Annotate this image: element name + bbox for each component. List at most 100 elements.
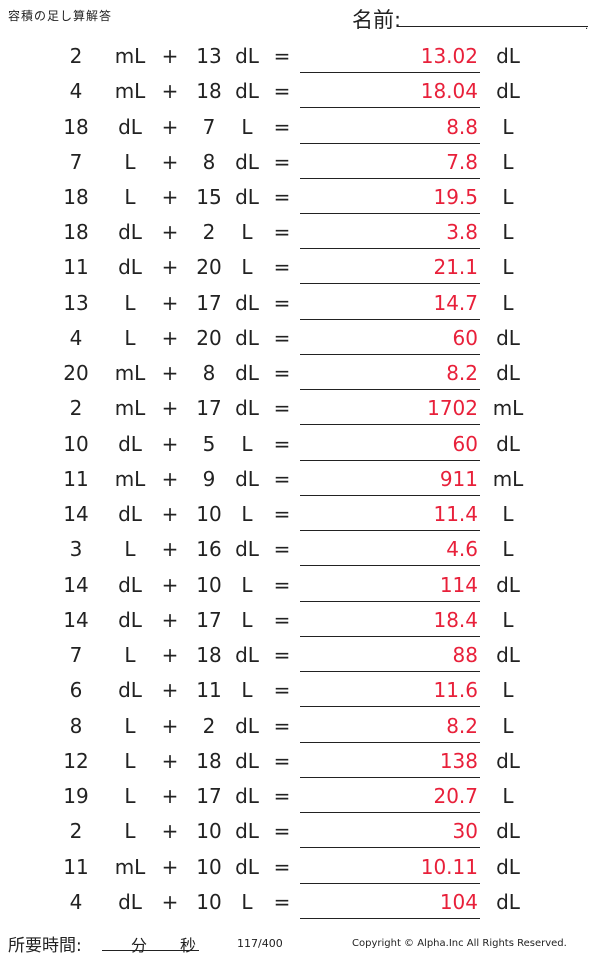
problem-row: 3 L +16 dL = 4.6 L	[0, 532, 600, 567]
time-field-line[interactable]	[102, 950, 199, 951]
answer-underline	[300, 389, 480, 391]
second-unit: dL	[235, 643, 259, 668]
answer-unit: dL	[496, 889, 520, 914]
answer-underline	[300, 917, 480, 919]
plus-sign: +	[161, 185, 179, 209]
first-unit: dL	[118, 502, 142, 527]
answer-underline	[300, 107, 480, 109]
plus-sign: +	[161, 713, 179, 738]
first-unit: L	[124, 185, 136, 209]
second-quantity: 17	[196, 607, 222, 632]
first-quantity: 4	[69, 79, 83, 104]
problem-row: 14 dL +17 L = 18.4 L	[0, 603, 600, 638]
answer-unit: dL	[496, 572, 520, 597]
second-quantity: 18	[196, 643, 222, 668]
equals-sign: =	[273, 220, 291, 245]
problem-row: 11 mL +10 dL = 10.11 dL	[0, 850, 600, 885]
plus-sign: +	[161, 466, 179, 491]
second-unit: L	[241, 502, 253, 527]
plus-sign: +	[161, 149, 179, 174]
seconds-label: 秒	[180, 936, 197, 955]
answer-underline	[300, 318, 480, 320]
second-quantity: 2	[202, 220, 216, 245]
answer-value: 20.7	[433, 784, 478, 808]
first-unit: dL	[118, 572, 142, 597]
answer-unit: L	[502, 784, 514, 808]
second-unit: L	[241, 572, 253, 597]
second-quantity: 9	[202, 466, 216, 491]
answer-value: 8.2	[446, 361, 478, 386]
plus-sign: +	[161, 854, 179, 879]
first-unit: mL	[114, 396, 146, 421]
minutes-label: 分	[131, 936, 148, 955]
answer-unit: dL	[496, 44, 520, 68]
answer-value: 104	[439, 889, 478, 914]
answer-unit: L	[502, 502, 514, 527]
second-quantity: 11	[196, 678, 222, 703]
equals-sign: =	[273, 431, 291, 456]
equals-sign: =	[273, 466, 291, 491]
answer-underline	[300, 847, 480, 849]
problem-row: 4 mL +18 dL = 18.04 dL	[0, 74, 600, 109]
answer-value: 11.6	[433, 678, 478, 703]
plus-sign: +	[161, 431, 179, 456]
answer-underline	[300, 248, 480, 250]
problem-row: 6 dL +11 L = 11.6 L	[0, 673, 600, 708]
second-unit: L	[241, 114, 253, 139]
second-unit: dL	[235, 325, 259, 350]
plus-sign: +	[161, 819, 179, 844]
answer-value: 3.8	[446, 220, 478, 245]
first-unit: L	[124, 537, 136, 562]
problem-row: 10 dL +5 L = 60 dL	[0, 427, 600, 462]
first-quantity: 2	[69, 396, 83, 421]
first-quantity: 4	[69, 325, 83, 350]
answer-unit: dL	[496, 748, 520, 773]
second-unit: L	[241, 255, 253, 280]
problem-row: 14 dL +10 L = 114 dL	[0, 568, 600, 603]
second-unit: L	[241, 889, 253, 914]
second-quantity: 10	[196, 819, 222, 844]
equals-sign: =	[273, 643, 291, 668]
problem-row: 12 L +18 dL = 138 dL	[0, 744, 600, 779]
plus-sign: +	[161, 255, 179, 280]
answer-underline	[300, 600, 480, 602]
first-unit: mL	[114, 361, 146, 386]
answer-underline	[300, 353, 480, 355]
equals-sign: =	[273, 607, 291, 632]
name-field-line[interactable]	[398, 26, 588, 27]
answer-unit: L	[502, 220, 514, 245]
problem-row: 2 mL +17 dL = 1702 mL	[0, 391, 600, 426]
problem-row: 4 L +20 dL = 60 dL	[0, 321, 600, 356]
problem-row: 2 L +10 dL = 30 dL	[0, 814, 600, 849]
plus-sign: +	[161, 396, 179, 421]
answer-underline	[300, 882, 480, 884]
first-quantity: 11	[63, 854, 89, 879]
plus-sign: +	[161, 290, 179, 315]
first-quantity: 2	[69, 819, 83, 844]
answer-unit: dL	[496, 361, 520, 386]
first-unit: L	[124, 290, 136, 315]
second-unit: dL	[235, 466, 259, 491]
answer-unit: L	[502, 114, 514, 139]
problem-row: 19 L +17 dL = 20.7 L	[0, 779, 600, 814]
problem-row: 13 L +17 dL = 14.7 L	[0, 286, 600, 321]
answer-underline	[300, 72, 480, 73]
equals-sign: =	[273, 290, 291, 315]
equals-sign: =	[273, 185, 291, 209]
second-quantity: 5	[202, 431, 216, 456]
problem-row: 4 dL +10 L = 104 dL	[0, 885, 600, 920]
problem-row: 18 L +15 dL = 19.5 L	[0, 180, 600, 215]
second-unit: L	[241, 220, 253, 245]
answer-unit: dL	[496, 819, 520, 844]
answer-unit: L	[502, 255, 514, 280]
second-quantity: 17	[196, 784, 222, 808]
second-quantity: 8	[202, 361, 216, 386]
answer-unit: mL	[492, 396, 524, 421]
first-quantity: 4	[69, 889, 83, 914]
first-unit: dL	[118, 255, 142, 280]
equals-sign: =	[273, 255, 291, 280]
equals-sign: =	[273, 854, 291, 879]
second-unit: dL	[235, 537, 259, 562]
answer-value: 13.02	[420, 44, 478, 68]
plus-sign: +	[161, 889, 179, 914]
